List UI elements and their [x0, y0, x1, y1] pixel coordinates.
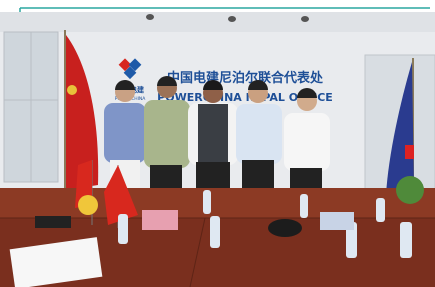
water-bottle: [118, 214, 128, 244]
vest: [198, 104, 228, 164]
table-far: [0, 188, 435, 218]
speakerphone: [268, 219, 302, 237]
device: [35, 216, 71, 228]
plant: [396, 176, 424, 204]
photo: 中国电建 POWERCHINA 中国电建尼泊尔联合代表处 POWERCHINA …: [0, 0, 435, 287]
flag-emblem: [67, 85, 77, 95]
ceiling-light: [146, 14, 154, 20]
flag-emblem: [405, 145, 414, 159]
paper-stack: [320, 212, 354, 230]
sign-title-cn: 中国电建尼泊尔联合代表处: [167, 70, 324, 86]
shirt: [104, 103, 146, 163]
ceiling: [0, 12, 435, 32]
gift-box: [142, 210, 178, 230]
shirt: [284, 113, 330, 171]
water-bottle: [400, 222, 412, 258]
water-bottle: [300, 194, 308, 218]
water-bottle: [376, 198, 385, 222]
water-bottle: [203, 190, 211, 214]
page: {"sign": {"logo_cn": "中国电建", "logo_en": …: [0, 0, 435, 287]
water-bottle: [210, 216, 220, 248]
flowers: [78, 195, 98, 215]
ceiling-light: [228, 16, 236, 22]
ceiling-light: [301, 16, 309, 22]
shirt: [236, 104, 282, 164]
jacket: [144, 100, 190, 168]
